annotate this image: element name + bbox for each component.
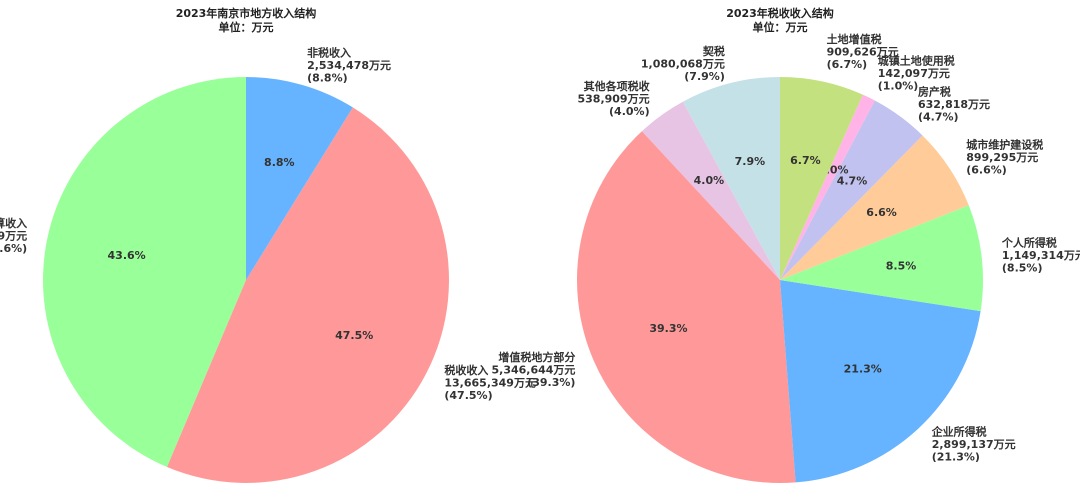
slice-outer-label: 房产税 632,818万元(4.7%) [918,84,990,123]
slice-percent: (4.7%) [918,110,959,123]
pie-slice [167,107,450,484]
slice-value: 909,626万元 [827,46,899,59]
slice-name: 增值税地方部分 [498,350,575,364]
chart-2-subtitle: 单位：万元 [753,20,808,34]
slice-value: 632,818万元 [918,98,990,111]
slice-percent-label: 7.9% [735,155,766,168]
slice-percent-label: 4.7% [837,175,868,188]
slice-name: 城市维护建设税 [966,137,1043,151]
pie-slice [682,77,780,280]
slice-value: 1,149,314万元 [1002,249,1080,262]
slice-percent: (43.6%) [0,242,27,255]
slice-outer-label: 土地增值税 909,626万元(6.7%) [827,32,899,71]
slice-value: 13,665,349万元 [444,376,536,389]
slice-percent-label: 47.5% [335,329,373,342]
slice-outer-label: 城镇土地使用税 142,097万元(1.0%) [878,54,955,93]
slice-name: 房产税 [918,84,951,98]
slice-outer-label: 增值税地方部分 5,346,644万元(39.3%) [491,350,575,389]
chart-1-subtitle: 单位：万元 [219,20,274,34]
slice-value: 5,346,644万元 [491,364,575,377]
pie-slice [780,280,981,483]
slice-outer-label: 政府性基金预算收入12,543,009万元(43.6%) [0,216,27,255]
chart-1-title: 2023年南京市地方收入结构 [176,6,317,20]
slice-outer-label: 企业所得税 2,899,137万元(21.3%) [931,424,1016,463]
slice-percent-label: 43.6% [108,249,146,262]
pie-slice [780,135,969,280]
slice-name: 土地增值税 [827,32,882,46]
slice-percent: (6.7%) [827,58,868,71]
slice-outer-label: 城市维护建设税 899,295万元(6.6%) [966,137,1043,176]
slice-percent: (1.0%) [878,80,919,93]
chart-2-title: 2023年税收收入结构 [726,6,834,20]
slice-value: 1,080,068万元 [641,58,725,71]
slice-value: 2,534,478万元 [307,59,391,72]
pie-slice [577,131,796,484]
slice-name: 企业所得税 [931,424,987,438]
pie-slice [246,77,353,280]
pie-slice [43,77,246,467]
chart-2-pie: 7.9% 契税 1,080,068万元(7.9%) 4.0% 其他各项税收 538,909… [491,32,1080,484]
slice-percent: (8.8%) [307,72,348,85]
slice-outer-label: 其他各项税收 538,909万元(4.0%) [577,79,649,118]
slice-percent: (8.5%) [1002,262,1043,275]
slice-value: 899,295万元 [966,151,1038,164]
slice-name: 政府性基金预算收入 [0,216,27,230]
slice-percent: (6.6%) [966,163,1007,176]
slice-name: 城镇土地使用税 [878,54,955,68]
pie-slice [780,77,863,280]
slice-percent: (39.3%) [527,376,575,389]
slice-percent-label: 6.7% [790,154,821,167]
slice-outer-label: 非税收入 2,534,478万元(8.8%) [307,46,391,85]
pie-slice [780,94,875,280]
slice-value: 12,543,009万元 [0,230,27,243]
slice-percent: (7.9%) [684,70,725,83]
pie-slice [641,101,780,281]
chart-1-pie: 43.6% 政府性基金预算收入12,543,009万元(43.6%) 47.5% 税收… [0,46,536,484]
slice-percent-label: 8.5% [886,259,917,272]
slice-percent-label: 39.3% [649,322,687,335]
slice-percent-label: 21.3% [844,362,882,375]
slice-name: 契税 [702,44,725,58]
slice-percent-label: 6.6% [866,206,897,219]
slice-value: 142,097万元 [878,67,950,80]
slice-name: 个人所得税 [1001,236,1057,250]
slice-percent: (47.5%) [444,389,492,402]
slice-name: 非税收入 [307,46,351,60]
pie-slice [780,100,923,280]
slice-percent: (4.0%) [609,105,650,118]
slice-value: 538,909万元 [577,93,649,106]
slice-outer-label: 税收收入 13,665,349万元(47.5%) [444,363,536,402]
slice-outer-label: 契税 1,080,068万元(7.9%) [641,44,725,83]
pie-slice [780,205,984,312]
slice-name: 税收收入 [444,363,488,377]
slice-percent-label: 4.0% [694,174,725,187]
slice-outer-label: 个人所得税 1,149,314万元(8.5%) [1001,236,1080,275]
slice-percent: (21.3%) [932,450,980,463]
slice-name: 其他各项税收 [584,79,650,93]
slice-value: 2,899,137万元 [932,438,1016,451]
slice-percent-label: 8.8% [264,156,295,169]
